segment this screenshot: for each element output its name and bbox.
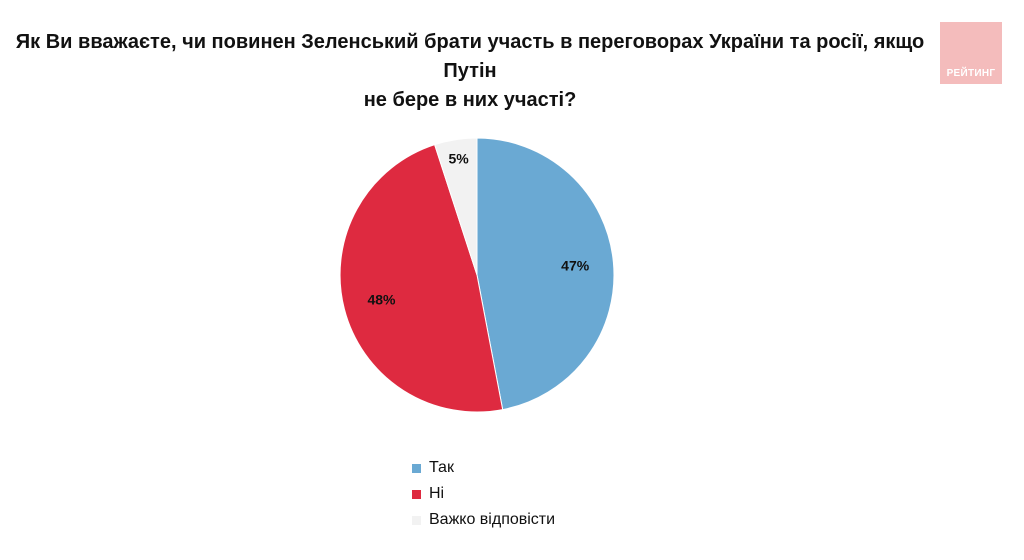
legend-swatch-vazhko: [412, 515, 421, 525]
pie-slice-tak: [476, 137, 615, 411]
rating-logo: РЕЙТИНГ: [940, 22, 1002, 84]
legend-swatch-tak: [412, 463, 421, 473]
chart-title-line-2: не бере в них участі?: [363, 89, 577, 111]
legend-item-ni: Ні: [412, 481, 555, 507]
legend-label-tak: Так: [429, 459, 454, 476]
data-label-tak: 47%: [561, 258, 590, 274]
rating-logo-text: РЕЙТИНГ: [946, 68, 996, 79]
data-label-ni: 48%: [367, 292, 396, 308]
data-label-vazhko: 5%: [448, 151, 469, 167]
legend-swatch-ni: [412, 489, 421, 499]
legend-item-tak: Так: [412, 455, 555, 481]
chart-title: Як Ви вважаєте, чи повинен Зеленський бр…: [0, 28, 940, 115]
pie-slice-ni: [339, 144, 504, 413]
chart-title-line-1: Як Ви вважаєте, чи повинен Зеленський бр…: [15, 31, 925, 82]
pie-slice-vazhko: [434, 137, 478, 276]
legend-label-vazhko: Важко відповісти: [429, 511, 556, 528]
legend: Так Ні Важко відповісти: [412, 455, 555, 533]
legend-label-ni: Ні: [429, 485, 445, 502]
legend-item-vazhko: Важко відповісти: [412, 507, 555, 533]
